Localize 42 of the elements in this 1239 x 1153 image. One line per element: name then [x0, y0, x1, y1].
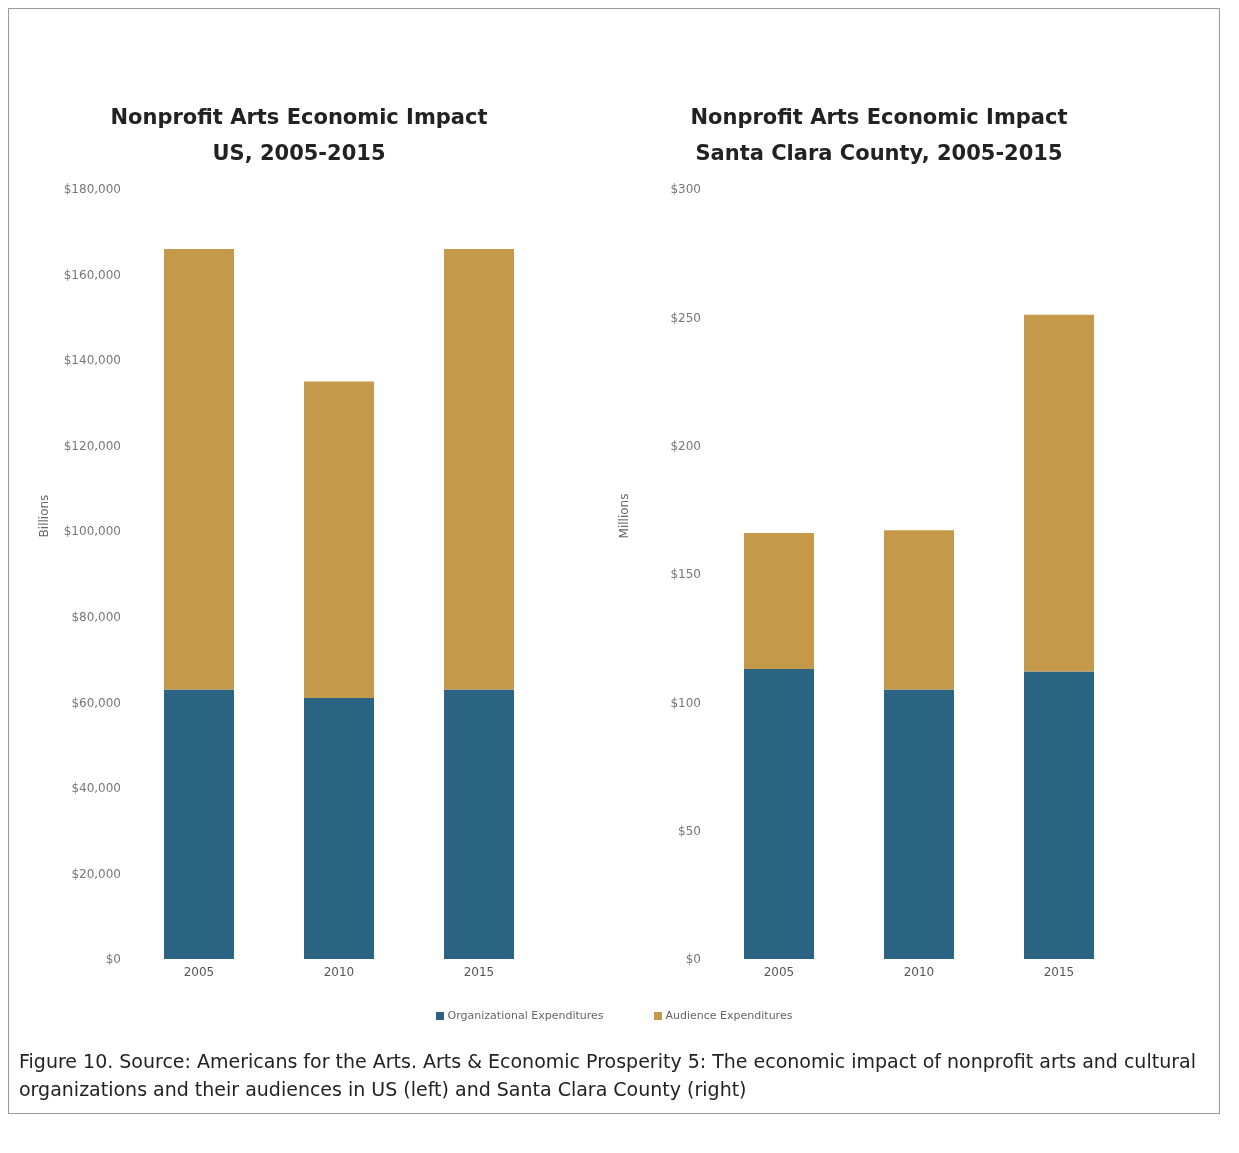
x-tick-label: 2015 [1043, 964, 1075, 979]
y-tick-label: $40,000 [71, 781, 121, 796]
y-tick-label: $160,000 [63, 267, 121, 282]
y-tick-label: $100,000 [63, 524, 121, 539]
bar [884, 530, 954, 690]
y-tick-label: $180,000 [63, 182, 121, 197]
y-tick-label: $0 [685, 952, 701, 967]
bar [164, 248, 234, 690]
y-axis-title: Millions [617, 492, 631, 541]
legend-label: Organizational Expenditures [446, 1009, 604, 1022]
chart-title: Nonprofit Arts Economic Impact US, 2005-2015 [109, 104, 489, 167]
y-tick-label: $100 [670, 695, 701, 710]
bar [744, 668, 814, 959]
x-tick-label: 2015 [463, 964, 495, 979]
y-tick-label: $140,000 [63, 353, 121, 368]
y-tick-label: $50 [678, 823, 701, 838]
y-tick-label: $150 [670, 567, 701, 582]
bar [1024, 314, 1094, 672]
bar [444, 248, 514, 690]
y-tick-label: $20,000 [71, 866, 121, 881]
y-tick-label: $200 [670, 438, 701, 453]
y-tick-label: $60,000 [71, 695, 121, 710]
x-tick-label: 2005 [183, 964, 215, 979]
chart-title: Nonprofit Arts Economic Impact Santa Clara County, 2005-2015 [689, 104, 1069, 167]
bar [164, 689, 234, 959]
bar [304, 381, 374, 699]
bar [304, 698, 374, 959]
y-tick-label: $0 [105, 952, 121, 967]
x-tick-label: 2010 [903, 964, 935, 979]
bar [444, 689, 514, 959]
y-axis-title: Billions [37, 493, 51, 540]
x-tick-label: 2010 [323, 964, 355, 979]
y-tick-label: $120,000 [63, 438, 121, 453]
bar [1024, 671, 1094, 959]
legend-label: Audience Expenditures [664, 1009, 793, 1022]
bar [744, 532, 814, 669]
x-tick-label: 2005 [763, 964, 795, 979]
y-tick-label: $80,000 [71, 610, 121, 625]
y-tick-label: $300 [670, 182, 701, 197]
y-tick-label: $250 [670, 310, 701, 325]
bar [884, 689, 954, 959]
caption: Figure 10. Source: Americans for the Arts. Arts & Economic Prosperity 5: The economic impact of nonprofit arts and cultural organizations and their audiences in US (left) and Santa Clara County (right) [19, 1049, 1197, 1102]
